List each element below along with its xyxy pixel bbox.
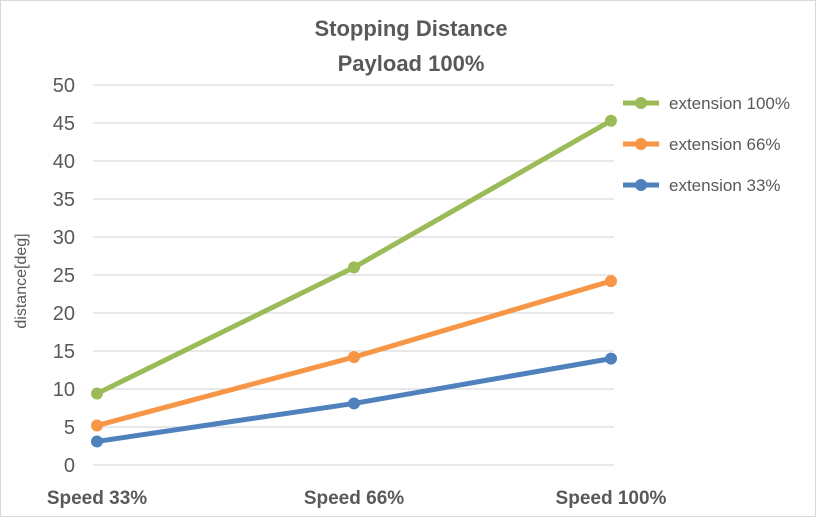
data-point	[605, 275, 617, 288]
y-tick-label: 15	[53, 341, 75, 363]
x-tick-label: Speed 100%	[556, 488, 667, 509]
chart-title-line-2: Payload 100%	[338, 51, 485, 76]
y-tick-label: 0	[64, 455, 75, 477]
legend-label: extension 33%	[669, 176, 781, 195]
y-tick-label: 50	[53, 75, 75, 97]
legend-label: extension 100%	[669, 94, 790, 113]
data-point	[348, 397, 360, 410]
y-tick-label: 35	[53, 189, 75, 211]
data-point	[605, 114, 617, 127]
y-tick-label: 40	[53, 151, 75, 173]
y-tick-label: 5	[64, 417, 75, 439]
y-tick-label: 25	[53, 265, 75, 287]
legend-marker	[635, 97, 647, 109]
x-tick-label: Speed 33%	[47, 488, 147, 509]
y-tick-label: 30	[53, 227, 75, 249]
chart-title-line-1: Stopping Distance	[314, 16, 507, 41]
y-tick-label: 20	[53, 303, 75, 325]
data-point	[91, 419, 103, 432]
legend-marker	[635, 179, 647, 191]
y-axis-label: distance[deg]	[13, 233, 30, 328]
legend-label: extension 66%	[669, 135, 781, 154]
y-tick-label: 10	[53, 379, 75, 401]
data-point	[348, 351, 360, 364]
y-tick-label: 45	[53, 113, 75, 135]
legend-marker	[635, 138, 647, 150]
data-point	[605, 352, 617, 365]
data-point	[91, 387, 103, 400]
data-point	[348, 261, 360, 274]
data-point	[91, 435, 103, 448]
x-tick-label: Speed 66%	[304, 488, 404, 509]
